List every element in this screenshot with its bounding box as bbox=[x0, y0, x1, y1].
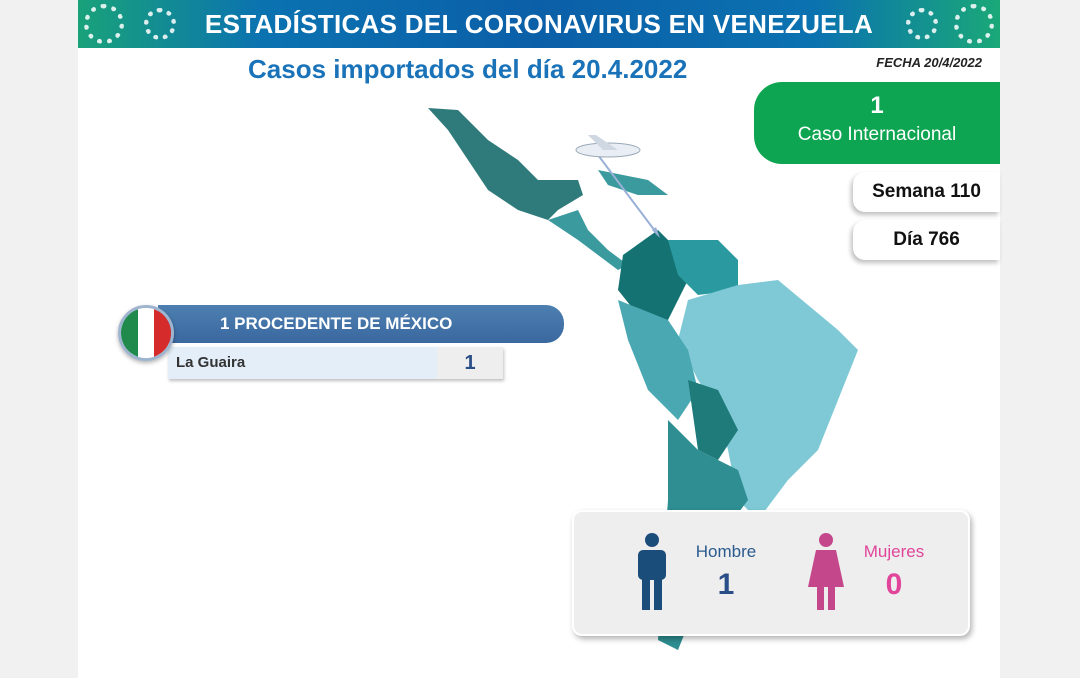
colombia-region bbox=[618, 230, 688, 320]
female-icon bbox=[808, 533, 844, 610]
state-name: La Guaira bbox=[176, 354, 246, 371]
date-label: FECHA 20/4/2022 bbox=[876, 55, 982, 70]
female-count: 0 bbox=[885, 568, 903, 601]
male-label: Hombre bbox=[695, 542, 757, 561]
gender-panel: Hombre 1 Mujeres 0 bbox=[572, 510, 970, 636]
virus-icon bbox=[954, 4, 994, 44]
central-america-region bbox=[548, 210, 628, 270]
virus-icon bbox=[906, 8, 938, 40]
week-badge: Semana 110 bbox=[853, 172, 1000, 212]
virus-icon bbox=[84, 4, 124, 44]
male-stat: Hombre 1 bbox=[686, 542, 766, 602]
origin-title: 1 PROCEDENTE DE MÉXICO bbox=[158, 305, 564, 343]
male-count: 1 bbox=[717, 568, 735, 601]
international-cases-card: 1 Caso Internacional bbox=[754, 82, 1000, 164]
peru-region bbox=[618, 300, 698, 420]
mexico-region bbox=[428, 108, 583, 220]
female-label: Mujeres bbox=[863, 542, 925, 561]
day-badge: Día 766 bbox=[853, 220, 1000, 260]
brazil-region bbox=[678, 280, 858, 520]
bolivia-region bbox=[688, 380, 738, 460]
male-icon bbox=[638, 533, 666, 610]
flight-arrow bbox=[597, 154, 659, 236]
infographic: ESTADÍSTICAS DEL CORONAVIRUS EN VENEZUEL… bbox=[78, 0, 1000, 678]
state-value: 1 bbox=[437, 347, 503, 379]
page-subtitle: Casos importados del día 20.4.2022 bbox=[248, 54, 688, 84]
virus-icon bbox=[144, 8, 176, 40]
banner: ESTADÍSTICAS DEL CORONAVIRUS EN VENEZUEL… bbox=[78, 0, 1000, 48]
venezuela-region bbox=[668, 240, 738, 295]
table-row: La Guaira 1 bbox=[168, 347, 503, 379]
female-stat: Mujeres 0 bbox=[854, 542, 934, 602]
airplane-icon bbox=[575, 135, 641, 158]
case-count: 1 bbox=[870, 92, 884, 119]
banner-title: ESTADÍSTICAS DEL CORONAVIRUS EN VENEZUEL… bbox=[204, 8, 874, 39]
mexico-flag-icon bbox=[118, 305, 174, 361]
case-label: Caso Internacional bbox=[797, 124, 957, 145]
caribbean-region bbox=[598, 170, 668, 195]
